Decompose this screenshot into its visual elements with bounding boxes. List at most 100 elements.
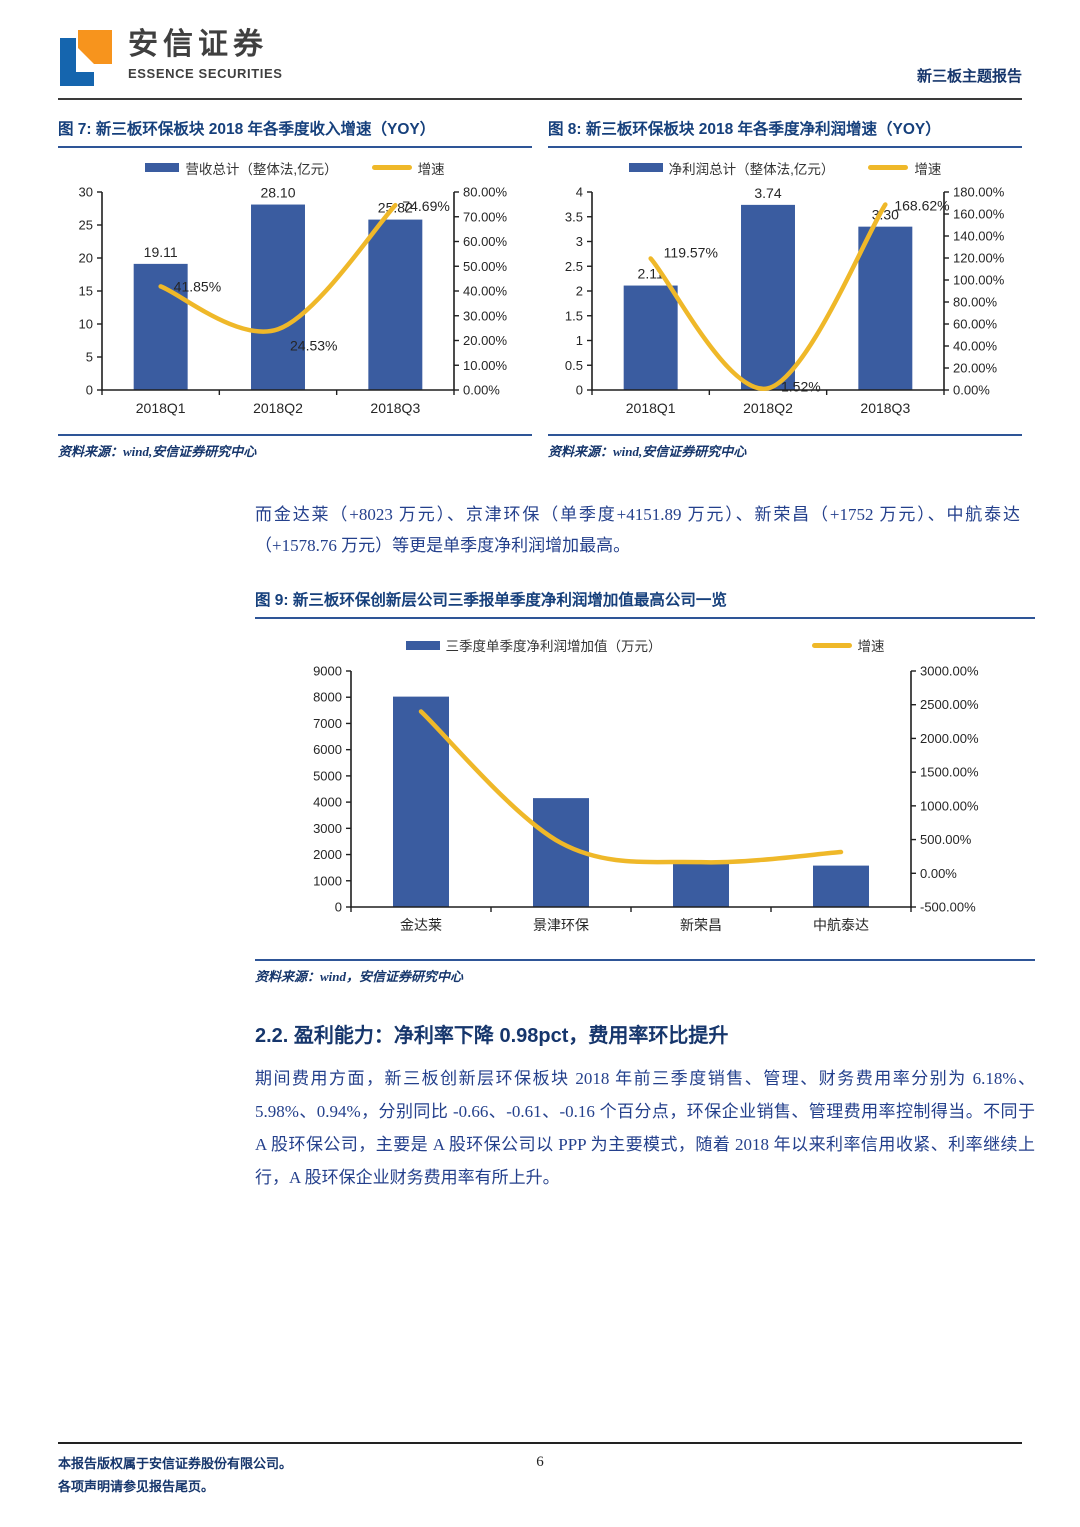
svg-text:80.00%: 80.00% (463, 184, 508, 199)
profit-increase-by-company-chart: 0 1000 2000 3000 4000 5000 6000 7000 8000 9000 -50… (313, 664, 979, 934)
legend-item-bar: 营收总计（整体法,亿元） (145, 158, 338, 178)
svg-text:3: 3 (576, 234, 583, 249)
brand-name-cn: 安信证券 (128, 28, 268, 61)
svg-text:0.00%: 0.00% (920, 866, 957, 881)
svg-text:9000: 9000 (313, 664, 342, 679)
legend-item-line: 增速 (811, 635, 885, 655)
figure-8-legend: 净利润总计（整体法,亿元） 增速 (548, 158, 1022, 178)
svg-text:5000: 5000 (313, 768, 342, 783)
brand: 安信证券 ESSENCE SECURITIES (58, 28, 283, 88)
figure-9-legend: 三季度单季度净利润增加值（万元） 增速 (255, 635, 1035, 655)
svg-text:2018Q3: 2018Q3 (370, 400, 420, 416)
section-heading: 2.2. 盈利能力：净利率下降 0.98pct，费用率环比提升 (255, 1025, 729, 1048)
svg-text:1.5: 1.5 (565, 308, 583, 323)
svg-text:0.00%: 0.00% (953, 382, 990, 397)
net-profit-growth-chart: 00.511.522.533.540.00%20.00%40.00%60.00%… (565, 184, 1005, 416)
figure-7-legend: 营收总计（整体法,亿元） 增速 (58, 158, 532, 178)
svg-text:74.69%: 74.69% (402, 198, 449, 214)
svg-text:1.52%: 1.52% (781, 378, 821, 394)
revenue-growth-chart: 0 5 10 15 20 25 30 0.00% 10.00% 20.00% 30.00% 40.00… (79, 184, 508, 416)
svg-text:24.53%: 24.53% (290, 337, 337, 353)
header-divider (58, 98, 1022, 100)
legend-item-bar: 净利润总计（整体法,亿元） (628, 158, 835, 178)
svg-text:160.00%: 160.00% (953, 206, 1005, 221)
svg-text:119.57%: 119.57% (664, 244, 718, 260)
svg-text:2018Q3: 2018Q3 (860, 400, 910, 416)
line-legend-swatch (868, 165, 909, 171)
svg-text:15: 15 (79, 283, 93, 298)
svg-text:0: 0 (576, 382, 583, 397)
page-footer: 本报告版权属于安信证券股份有限公司。 各项声明请参见报告尾页。 6 (58, 1442, 1022, 1499)
svg-text:3.74: 3.74 (754, 185, 781, 201)
figure-8-card: 图 8: 新三板环保板块 2018 年各季度净利润增速（YOY） 净利润总计（整… (548, 120, 1022, 460)
bar-legend-swatch (628, 163, 663, 173)
svg-text:0: 0 (335, 900, 342, 915)
svg-text:2500.00%: 2500.00% (920, 697, 979, 712)
bar-legend-label: 净利润总计（整体法,亿元） (668, 161, 835, 177)
svg-text:-500.00%: -500.00% (920, 900, 976, 915)
svg-text:景津环保: 景津环保 (533, 917, 589, 933)
footer-copyright: 本报告版权属于安信证券股份有限公司。 各项声明请参见报告尾页。 (58, 1453, 1022, 1499)
bar-legend-label: 三季度单季度净利润增加值（万元） (445, 639, 662, 655)
svg-text:20.00%: 20.00% (463, 333, 508, 348)
essence-securities-logo-icon (60, 30, 112, 86)
svg-text:30.00%: 30.00% (463, 308, 508, 323)
svg-text:60.00%: 60.00% (953, 316, 998, 331)
svg-text:40.00%: 40.00% (463, 283, 508, 298)
svg-text:1500.00%: 1500.00% (920, 765, 979, 780)
svg-text:8000: 8000 (313, 690, 342, 705)
svg-text:0.5: 0.5 (565, 358, 583, 373)
svg-text:70.00%: 70.00% (463, 209, 508, 224)
figure-9-title: 图 9: 新三板环保创新层公司三季报单季度净利润增加值最高公司一览 (255, 591, 1035, 620)
svg-text:中航泰达: 中航泰达 (813, 917, 869, 933)
svg-text:30: 30 (79, 184, 93, 199)
section-body-paragraph: 期间费用方面，新三板创新层环保板块 2018 年前三季度销售、管理、财务费用率分… (255, 1069, 1035, 1188)
svg-text:140.00%: 140.00% (953, 228, 1005, 243)
svg-text:20: 20 (79, 250, 93, 265)
figure-9-card: 图 9: 新三板环保创新层公司三季报单季度净利润增加值最高公司一览 三季度单季度… (255, 591, 1035, 985)
svg-text:2018Q1: 2018Q1 (136, 400, 186, 416)
svg-text:25: 25 (79, 217, 93, 232)
report-type-label: 新三板主题报告 (916, 69, 1022, 85)
figure-8-title: 图 8: 新三板环保板块 2018 年各季度净利润增速（YOY） (548, 120, 1022, 148)
legend-item-line: 增速 (868, 158, 941, 178)
svg-text:6000: 6000 (313, 742, 342, 757)
line-legend-swatch (371, 165, 412, 171)
page-header: 安信证券 ESSENCE SECURITIES 新三板主题报告 (0, 0, 1080, 98)
svg-text:41.85%: 41.85% (174, 278, 221, 294)
svg-text:80.00%: 80.00% (953, 294, 998, 309)
svg-text:新荣昌: 新荣昌 (680, 917, 722, 933)
bar-legend-label: 营收总计（整体法,亿元） (185, 161, 338, 177)
legend-item-bar: 三季度单季度净利润增加值（万元） (405, 635, 662, 655)
svg-text:3000.00%: 3000.00% (920, 664, 979, 679)
svg-text:180.00%: 180.00% (953, 184, 1005, 199)
svg-text:2018Q2: 2018Q2 (253, 400, 303, 416)
bar-legend-swatch (145, 163, 180, 173)
figure-7-source: 资料来源：wind,安信证券研究中心 (58, 433, 532, 460)
svg-text:0: 0 (86, 382, 93, 397)
svg-text:168.62%: 168.62% (894, 197, 949, 213)
svg-text:1000: 1000 (313, 873, 342, 888)
svg-text:40.00%: 40.00% (953, 338, 998, 353)
svg-text:0.00%: 0.00% (463, 382, 500, 397)
svg-text:19.11: 19.11 (144, 244, 178, 260)
figure-7-card: 图 7: 新三板环保板块 2018 年各季度收入增速（YOY） 营收总计（整体法… (58, 120, 532, 460)
line-legend-label: 增速 (914, 161, 942, 177)
svg-text:2000: 2000 (313, 847, 342, 862)
line-legend-label: 增速 (857, 639, 885, 655)
svg-text:4: 4 (576, 184, 583, 199)
svg-text:50.00%: 50.00% (463, 259, 508, 274)
legend-item-line: 增速 (371, 158, 445, 178)
svg-text:3.5: 3.5 (565, 209, 583, 224)
svg-text:2: 2 (576, 283, 583, 298)
bar-legend-swatch (405, 640, 440, 650)
page-number: 6 (536, 1454, 544, 1470)
svg-text:3000: 3000 (313, 821, 342, 836)
svg-text:2018Q2: 2018Q2 (743, 400, 793, 416)
svg-text:2018Q1: 2018Q1 (626, 400, 676, 416)
charts-row: 图 7: 新三板环保板块 2018 年各季度收入增速（YOY） 营收总计（整体法… (0, 100, 1080, 460)
svg-text:5: 5 (86, 349, 93, 364)
svg-text:10: 10 (79, 316, 93, 331)
figure-9-chart-wrap: 0 1000 2000 3000 4000 5000 6000 7000 8000 9000 -50… (255, 659, 1035, 955)
